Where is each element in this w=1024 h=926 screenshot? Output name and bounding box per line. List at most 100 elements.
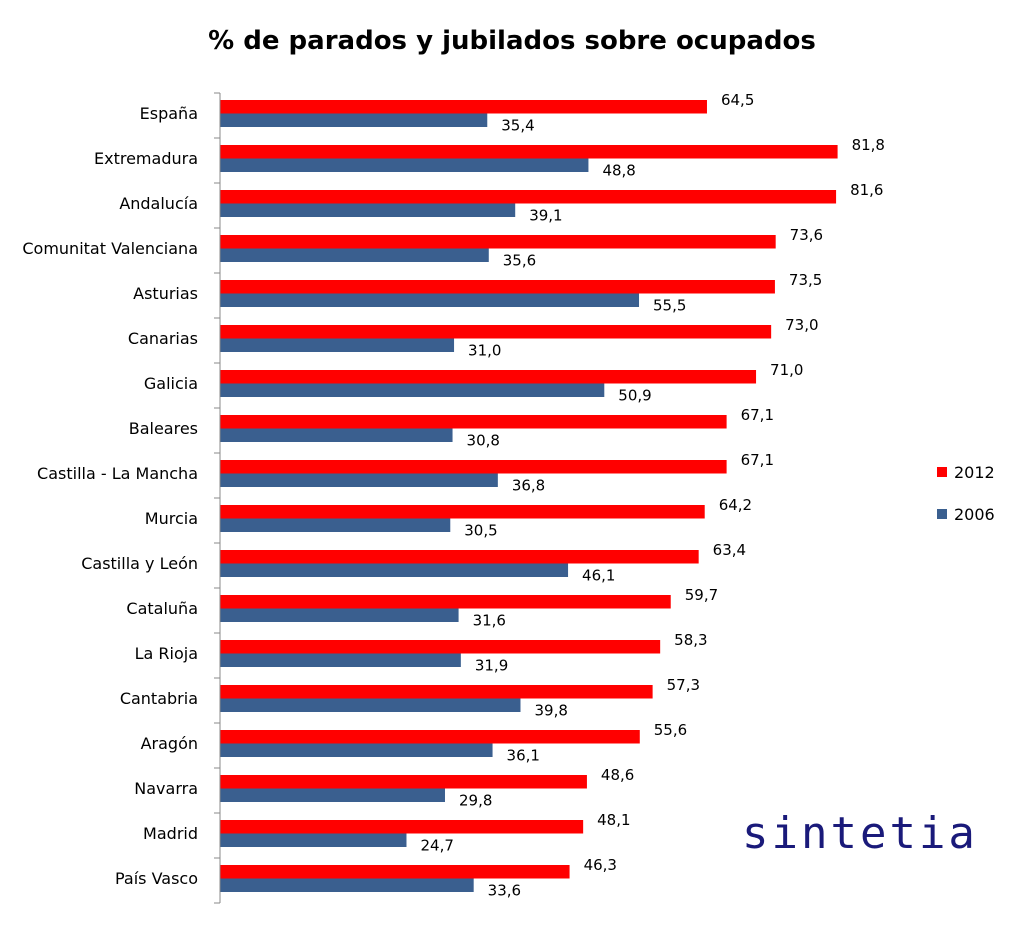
bar-2006 [220, 788, 445, 802]
bar-2012 [220, 235, 776, 249]
bar-2012 [220, 865, 570, 879]
bar-2012 [220, 550, 699, 564]
bar-2012 [220, 640, 661, 654]
axis-group: España Extremadura Andalucía Comunitat Vale… [22, 92, 221, 904]
bar-2012 [220, 775, 587, 789]
data-label-2006: 33,6 [488, 882, 521, 900]
data-label-2006: 39,1 [529, 207, 562, 225]
data-label-2006: 36,8 [512, 477, 545, 495]
data-label-2012: 64,2 [719, 496, 752, 514]
bar-2006 [220, 698, 521, 712]
data-label-2012: 48,1 [597, 811, 630, 829]
data-label-2012: 67,1 [741, 406, 774, 424]
data-label-2012: 46,3 [584, 856, 617, 874]
data-label-2012: 73,6 [790, 226, 823, 244]
category-label: Baleares [129, 419, 198, 438]
data-label-2006: 31,6 [473, 612, 506, 630]
bar-2006 [220, 338, 455, 352]
data-label-2006: 50,9 [618, 387, 651, 405]
data-label-2012: 73,0 [785, 316, 818, 334]
bar-2012 [220, 100, 707, 114]
category-label: Madrid [143, 824, 198, 843]
category-label: Comunitat Valenciana [22, 239, 198, 258]
data-label-2012: 57,3 [667, 676, 700, 694]
category-label: Extremadura [94, 149, 198, 168]
data-label-2012: 81,8 [852, 136, 885, 154]
bar-2006 [220, 833, 407, 847]
data-label-2012: 64,5 [721, 91, 754, 109]
bar-2006 [220, 158, 589, 172]
bar-2006 [220, 563, 569, 577]
bar-2012 [220, 595, 671, 609]
bar-2012 [220, 190, 837, 204]
logo-text: sintetia [742, 808, 978, 859]
bar-2012 [220, 415, 727, 429]
bar-2006 [220, 113, 488, 127]
bar-2006 [220, 608, 459, 622]
data-label-2006: 30,8 [467, 432, 500, 450]
data-label-2012: 55,6 [654, 721, 687, 739]
data-label-2012: 73,5 [789, 271, 822, 289]
sintetia-logo: sintetia [742, 808, 978, 859]
data-label-2006: 39,8 [534, 702, 567, 720]
bar-2012 [220, 145, 838, 159]
bar-2006 [220, 203, 516, 217]
data-label-2012: 58,3 [674, 631, 707, 649]
category-label: Cantabria [120, 689, 198, 708]
category-label: Andalucía [119, 194, 198, 213]
data-label-2012: 48,6 [601, 766, 634, 784]
category-label: Cataluña [126, 599, 198, 618]
data-label-2006: 24,7 [420, 837, 453, 855]
category-label: Galicia [144, 374, 198, 393]
data-label-2006: 35,6 [503, 252, 536, 270]
data-label-2006: 36,1 [507, 747, 540, 765]
category-label: Aragón [141, 734, 198, 753]
bar-2006 [220, 518, 451, 532]
bar-2006 [220, 473, 498, 487]
bar-2012 [220, 685, 653, 699]
bar-2006 [220, 878, 474, 892]
category-label: Navarra [134, 779, 198, 798]
bars-group: 64,5 35,4 81,8 48,8 81,6 39,1 73,6 35,6 73,5 55,5… [220, 91, 885, 900]
category-label: España [140, 104, 198, 123]
bar-2006 [220, 248, 489, 262]
data-label-2006: 48,8 [602, 162, 635, 180]
category-label: La Rioja [135, 644, 198, 663]
data-label-2012: 59,7 [685, 586, 718, 604]
legend-swatch-2012 [937, 467, 947, 477]
category-label: Asturias [133, 284, 198, 303]
bar-2006 [220, 428, 453, 442]
data-label-2012: 63,4 [713, 541, 746, 559]
legend-label-2012: 2012 [954, 463, 995, 482]
data-label-2006: 30,5 [464, 522, 497, 540]
bar-2012 [220, 505, 705, 519]
bar-2012 [220, 730, 640, 744]
bar-2006 [220, 743, 493, 757]
bar-2012 [220, 820, 584, 834]
chart-title: % de parados y jubilados sobre ocupados [208, 26, 816, 56]
legend-swatch-2006 [937, 509, 947, 519]
bar-2006 [220, 293, 640, 307]
category-label: Canarias [128, 329, 198, 348]
bar-2012 [220, 280, 775, 294]
bar-2006 [220, 383, 605, 397]
bar-2012 [220, 370, 757, 384]
bar-2006 [220, 653, 461, 667]
data-label-2012: 81,6 [850, 181, 883, 199]
legend: 2012 2006 [937, 463, 995, 524]
bar-2012 [220, 460, 727, 474]
category-label: País Vasco [115, 869, 198, 888]
data-label-2012: 67,1 [741, 451, 774, 469]
data-label-2006: 35,4 [501, 117, 534, 135]
data-label-2006: 55,5 [653, 297, 686, 315]
bar-2012 [220, 325, 772, 339]
category-label: Castilla - La Mancha [37, 464, 198, 483]
category-label: Murcia [145, 509, 198, 528]
data-label-2006: 46,1 [582, 567, 615, 585]
data-label-2006: 31,0 [468, 342, 501, 360]
data-label-2012: 71,0 [770, 361, 803, 379]
legend-label-2006: 2006 [954, 505, 995, 524]
data-label-2006: 29,8 [459, 792, 492, 810]
category-label: Castilla y León [81, 554, 198, 573]
